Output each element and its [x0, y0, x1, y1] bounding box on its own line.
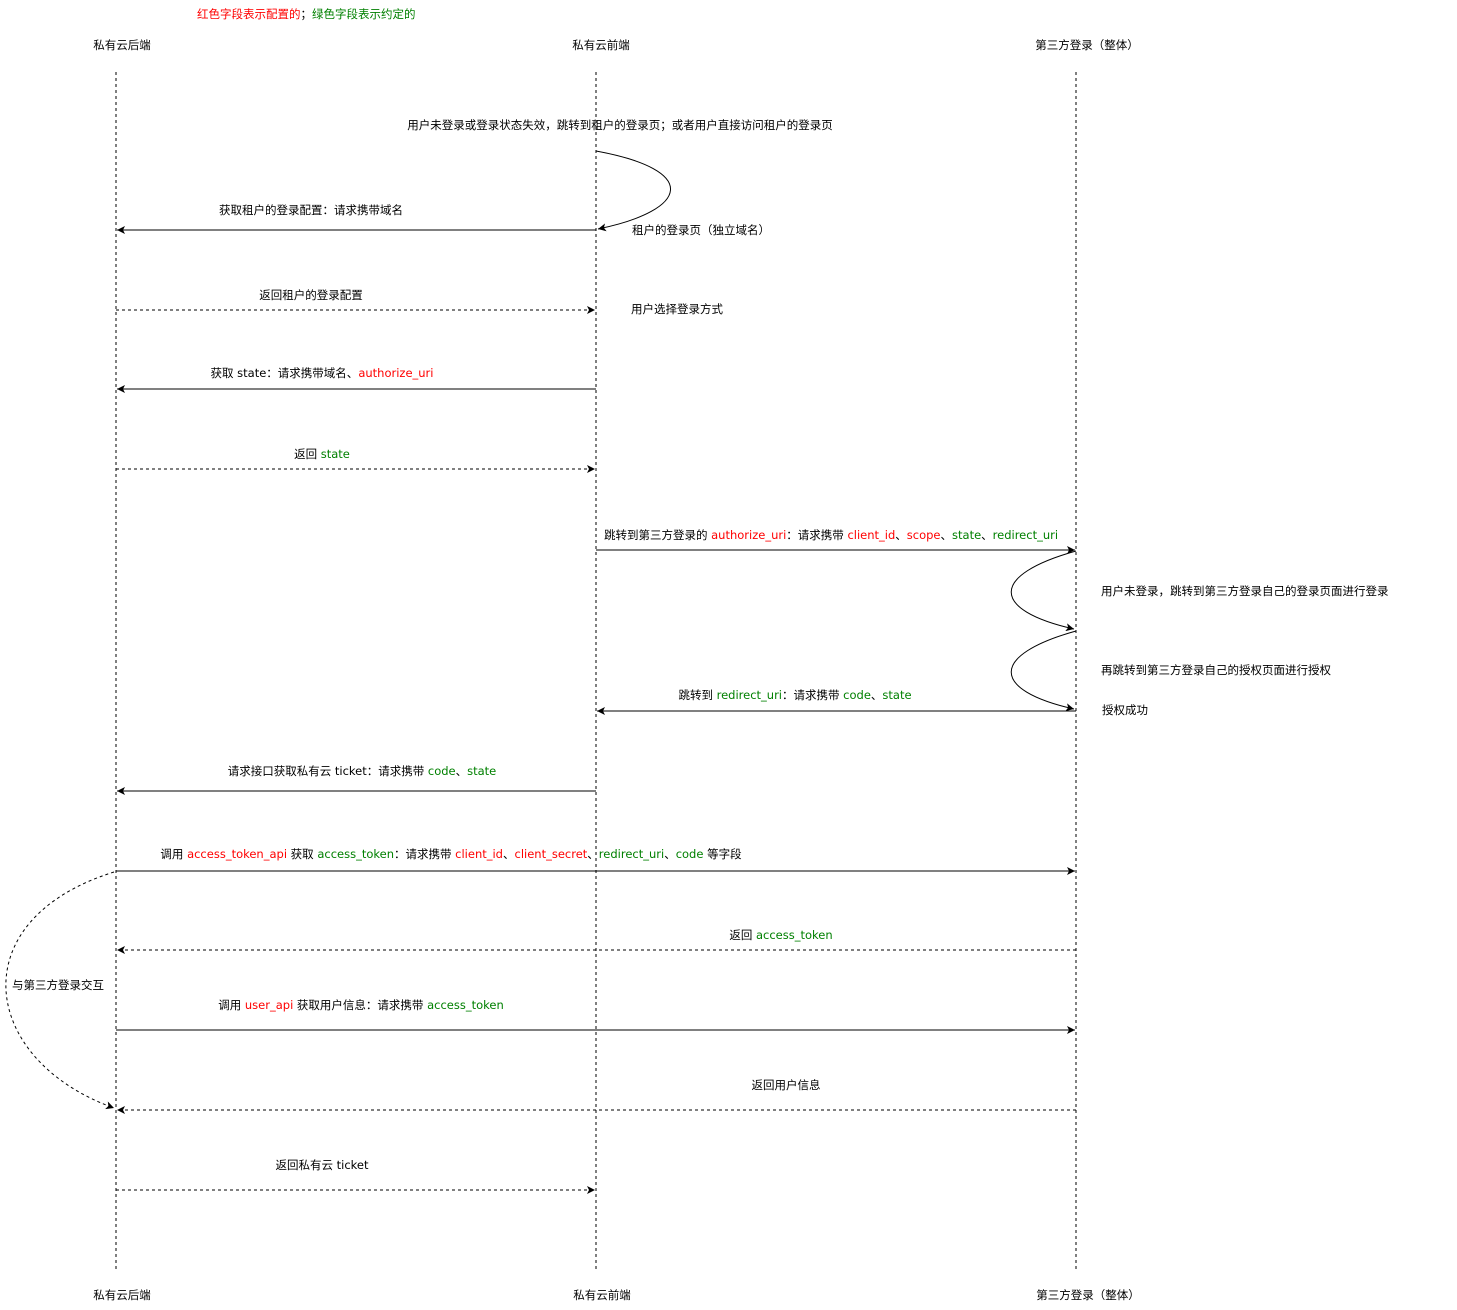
- participant-backend-top: 私有云后端: [93, 38, 151, 52]
- label-segment: 返回: [729, 928, 756, 942]
- note-interaction: 与第三方登录交互: [12, 978, 104, 992]
- message-label: 返回用户信息: [752, 1078, 821, 1092]
- label-segment: redirect_uri: [717, 688, 782, 702]
- label-segment: ：请求携带: [786, 528, 847, 542]
- message-label: 跳转到 redirect_uri：请求携带 code、state: [678, 688, 911, 702]
- note-auth-success: 授权成功: [1102, 703, 1148, 717]
- note-third-login: 用户未登录，跳转到第三方登录自己的登录页面进行登录: [1101, 584, 1389, 598]
- label-segment: 、: [503, 847, 515, 861]
- label-segment: 获取 state：请求携带域名、: [211, 366, 359, 380]
- participant-third-party-bottom: 第三方登录（整体）: [1036, 1288, 1140, 1302]
- message-label: 返回 state: [294, 447, 350, 461]
- label-segment: client_secret: [515, 847, 588, 861]
- label-segment: client_id: [847, 528, 895, 542]
- label-segment: redirect_uri: [993, 528, 1058, 542]
- label-segment: 获取租户的登录配置：请求携带域名: [219, 203, 403, 217]
- self-arrow-third-login: [1010, 550, 1077, 632]
- label-segment: 跳转到第三方登录的: [604, 528, 711, 542]
- label-segment: redirect_uri: [599, 847, 664, 861]
- message-label: 调用 access_token_api 获取 access_token：请求携带…: [160, 847, 742, 861]
- label-segment: access_token: [427, 998, 504, 1012]
- label-segment: 、: [941, 528, 953, 542]
- color-legend: 红色字段表示配置的；绿色字段表示约定的: [197, 7, 416, 21]
- participant-frontend-bottom: 私有云前端: [573, 1288, 631, 1302]
- note-third-authorize: 再跳转到第三方登录自己的授权页面进行授权: [1101, 663, 1331, 677]
- label-segment: 请求接口获取私有云 ticket：请求携带: [228, 764, 428, 778]
- label-segment: code: [676, 847, 704, 861]
- message-label: 获取租户的登录配置：请求携带域名: [219, 203, 403, 217]
- message-label: 跳转到第三方登录的 authorize_uri：请求携带 client_id、s…: [604, 528, 1058, 542]
- label-segment: 跳转到: [678, 688, 716, 702]
- label-segment: access_token: [756, 928, 833, 942]
- note-entry: 用户未登录或登录状态失效，跳转到租户的登录页；或者用户直接访问租户的登录页: [407, 118, 833, 132]
- note-choose-method: 用户选择登录方式: [631, 302, 723, 316]
- label-segment: 、: [456, 764, 468, 778]
- label-segment: 返回用户信息: [752, 1078, 821, 1092]
- label-segment: code: [843, 688, 871, 702]
- message-label: 返回 access_token: [729, 928, 832, 942]
- label-segment: state: [467, 764, 496, 778]
- label-segment: 、: [587, 847, 599, 861]
- label-segment: 、: [895, 528, 907, 542]
- label-segment: 获取用户信息：请求携带: [293, 998, 427, 1012]
- message-label: 请求接口获取私有云 ticket：请求携带 code、state: [228, 764, 497, 778]
- label-segment: ：请求携带: [394, 847, 455, 861]
- message-label: 调用 user_api 获取用户信息：请求携带 access_token: [218, 998, 504, 1012]
- label-segment: 等字段: [703, 847, 742, 861]
- note-tenant-login-page: 租户的登录页（独立域名）: [632, 223, 770, 237]
- label-segment: 返回私有云 ticket: [275, 1158, 369, 1172]
- self-arrow-login-page: [595, 150, 671, 232]
- label-segment: 调用: [160, 847, 187, 861]
- self-arrow-third-authorize: [1010, 630, 1077, 712]
- label-segment: 红色字段表示配置的: [197, 7, 301, 21]
- label-segment: authorize_uri: [711, 528, 786, 542]
- label-segment: authorize_uri: [358, 366, 433, 380]
- label-segment: 、: [664, 847, 676, 861]
- label-segment: 返回租户的登录配置: [259, 288, 363, 302]
- label-segment: code: [428, 764, 456, 778]
- label-segment: ：请求携带: [782, 688, 843, 702]
- message-label: 返回租户的登录配置: [259, 288, 363, 302]
- participant-backend-bottom: 私有云后端: [93, 1288, 151, 1302]
- label-segment: 返回: [294, 447, 321, 461]
- label-segment: state: [321, 447, 350, 461]
- label-segment: ；: [301, 7, 313, 21]
- label-segment: user_api: [245, 998, 293, 1012]
- label-segment: 调用: [218, 998, 245, 1012]
- message-label: 获取 state：请求携带域名、authorize_uri: [211, 366, 434, 380]
- participant-third-party-top: 第三方登录（整体）: [1035, 38, 1139, 52]
- label-segment: state: [882, 688, 911, 702]
- label-segment: 、: [871, 688, 883, 702]
- label-segment: 、: [981, 528, 993, 542]
- label-segment: access_token_api: [187, 847, 287, 861]
- label-segment: client_id: [455, 847, 503, 861]
- message-label: 返回私有云 ticket: [275, 1158, 369, 1172]
- label-segment: 获取: [287, 847, 317, 861]
- label-segment: access_token: [317, 847, 394, 861]
- participant-frontend-top: 私有云前端: [572, 38, 630, 52]
- label-segment: 绿色字段表示约定的: [312, 7, 416, 21]
- label-segment: state: [952, 528, 981, 542]
- label-segment: scope: [907, 528, 941, 542]
